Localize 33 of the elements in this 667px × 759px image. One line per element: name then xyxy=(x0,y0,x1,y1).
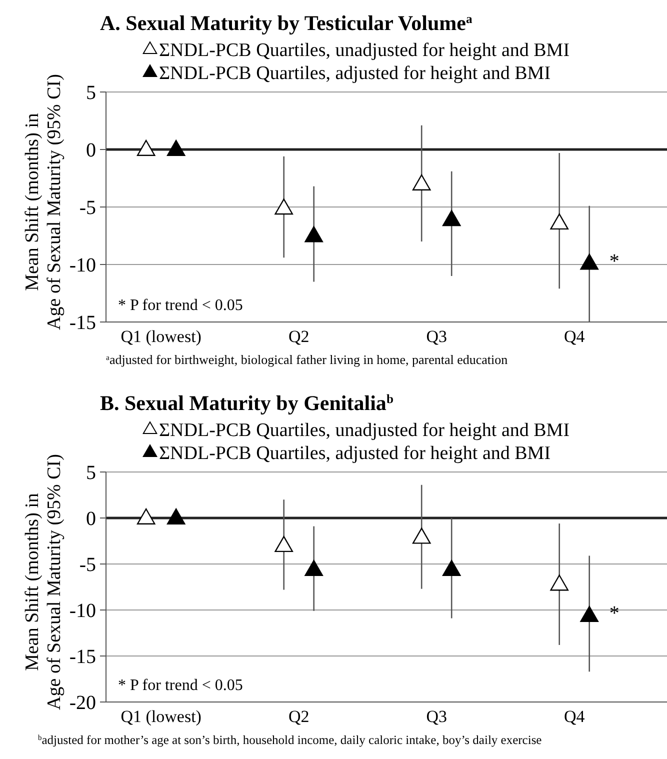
text: $^{b}$adjusted for mother’s age at son’s birth, household income, daily caloric intake, boy’s daily exercise xyxy=(38,732,542,747)
y-tick-label: -15 xyxy=(69,312,96,334)
y-tick-label: -5 xyxy=(79,197,96,219)
chart-title: B. Sexual Maturity by Genitalia$^{b}$ xyxy=(100,391,394,415)
y-tick-label: 5 xyxy=(86,82,96,104)
x-tick-label: Q1 (lowest) xyxy=(120,327,202,346)
y-tick-label: -5 xyxy=(79,554,96,576)
y-tick-label: 0 xyxy=(86,140,96,162)
y-tick-label: -15 xyxy=(69,646,96,668)
annotation: * xyxy=(609,250,620,272)
x-tick-label: Q3 xyxy=(426,707,447,726)
y-tick-label: -10 xyxy=(69,600,96,622)
x-tick-label: Q4 xyxy=(564,327,586,346)
annotation: * P for trend < 0.05 xyxy=(118,297,243,314)
y-axis-title: Mean Shift (months) in Age of Sexual Maturity (95% CI) xyxy=(22,74,65,330)
x-tick-label: Q2 xyxy=(288,327,310,346)
x-tick-label: Q3 xyxy=(426,327,447,346)
annotation: * P for trend < 0.05 xyxy=(118,677,243,694)
y-tick-label: 0 xyxy=(86,508,96,530)
y-tick-label: 5 xyxy=(86,462,96,484)
legend-label: ΣNDL-PCB Quartiles, unadjusted for height and BMI xyxy=(159,420,570,441)
legend-label: ΣNDL-PCB Quartiles, unadjusted for height and BMI xyxy=(159,40,570,61)
x-tick-label: Q1 (lowest) xyxy=(120,707,202,726)
x-tick-label: Q2 xyxy=(288,707,310,726)
annotation: * xyxy=(609,602,620,625)
y-axis-title: Mean Shift (months) in Age of Sexual Maturity (95% CI) xyxy=(22,454,65,710)
chart-title: A. Sexual Maturity by Testicular Volume$^{a}$ xyxy=(100,11,473,35)
y-tick-label: -10 xyxy=(69,254,96,276)
y-tick-label: -20 xyxy=(69,692,96,714)
legend-label: ΣNDL-PCB Quartiles, adjusted for height and BMI xyxy=(159,443,551,464)
text: $^{a}$adjusted for birthweight, biological father living in home, parental education xyxy=(106,352,508,367)
legend-label: ΣNDL-PCB Quartiles, adjusted for height and BMI xyxy=(159,63,551,84)
x-tick-label: Q4 xyxy=(564,707,586,726)
